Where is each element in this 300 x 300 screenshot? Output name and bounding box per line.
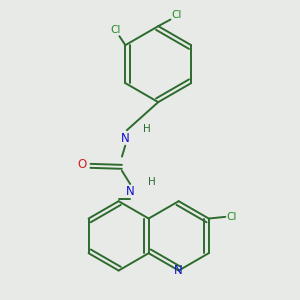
Text: Cl: Cl xyxy=(226,212,237,222)
Text: H: H xyxy=(148,177,155,187)
Text: N: N xyxy=(174,264,183,277)
Text: Cl: Cl xyxy=(171,10,182,20)
Text: N: N xyxy=(126,185,135,198)
Text: N: N xyxy=(121,132,130,145)
Text: O: O xyxy=(78,158,87,171)
Text: H: H xyxy=(143,124,151,134)
Text: Cl: Cl xyxy=(110,25,121,35)
